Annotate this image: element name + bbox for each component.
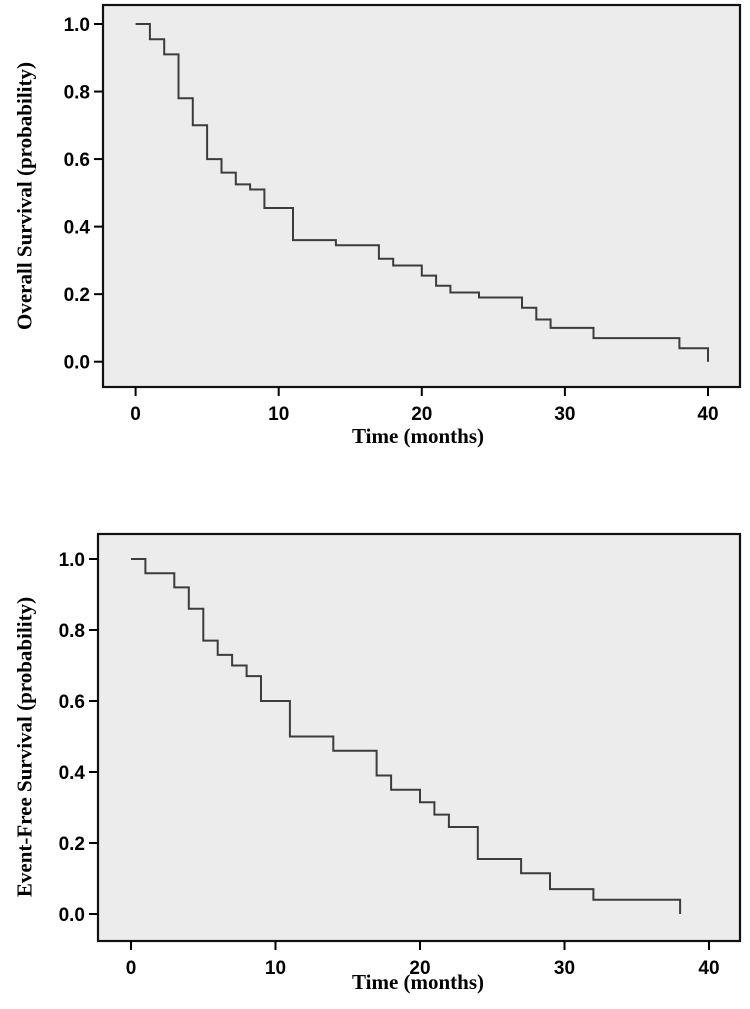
plot-background xyxy=(103,5,740,387)
survival-step-curve xyxy=(131,558,682,914)
y-tick-label: 0.8 xyxy=(59,621,85,642)
x-tick-label: 30 xyxy=(554,404,575,425)
x-axis-title-bottom: Time (months) xyxy=(351,970,485,994)
y-tick-label: 0.0 xyxy=(59,905,85,926)
y-tick-label: 0.8 xyxy=(64,83,90,104)
y-tick-label: 1.0 xyxy=(59,550,85,571)
y-axis-title-overall-survival: Overall Survival (probability) xyxy=(12,62,37,330)
x-tick-label: 40 xyxy=(697,404,718,425)
x-tick-label: 20 xyxy=(409,958,430,979)
x-tick-label: 20 xyxy=(411,404,432,425)
plot-background xyxy=(98,534,740,941)
x-tick-label: 0 xyxy=(126,958,137,979)
x-tick-label: 40 xyxy=(698,958,719,979)
x-tick-label: 10 xyxy=(265,958,286,979)
y-tick-label: 0.4 xyxy=(64,218,91,239)
x-tick-label: 30 xyxy=(554,958,575,979)
y-tick-label: 0.2 xyxy=(64,285,90,306)
y-tick-label: 0.0 xyxy=(64,353,90,374)
x-tick-label: 10 xyxy=(268,404,289,425)
y-tick-label: 1.0 xyxy=(64,15,90,36)
y-tick-label: 0.2 xyxy=(59,834,85,855)
x-axis-title-top: Time (months) xyxy=(351,424,485,448)
survival-step-curve xyxy=(135,23,709,362)
y-tick-label: 0.6 xyxy=(64,150,90,171)
y-axis-title-event-free-survival: Event-Free Survival (probability) xyxy=(12,596,37,898)
y-tick-label: 0.4 xyxy=(59,763,86,784)
y-tick-label: 0.6 xyxy=(59,692,85,713)
x-tick-label: 0 xyxy=(130,404,141,425)
